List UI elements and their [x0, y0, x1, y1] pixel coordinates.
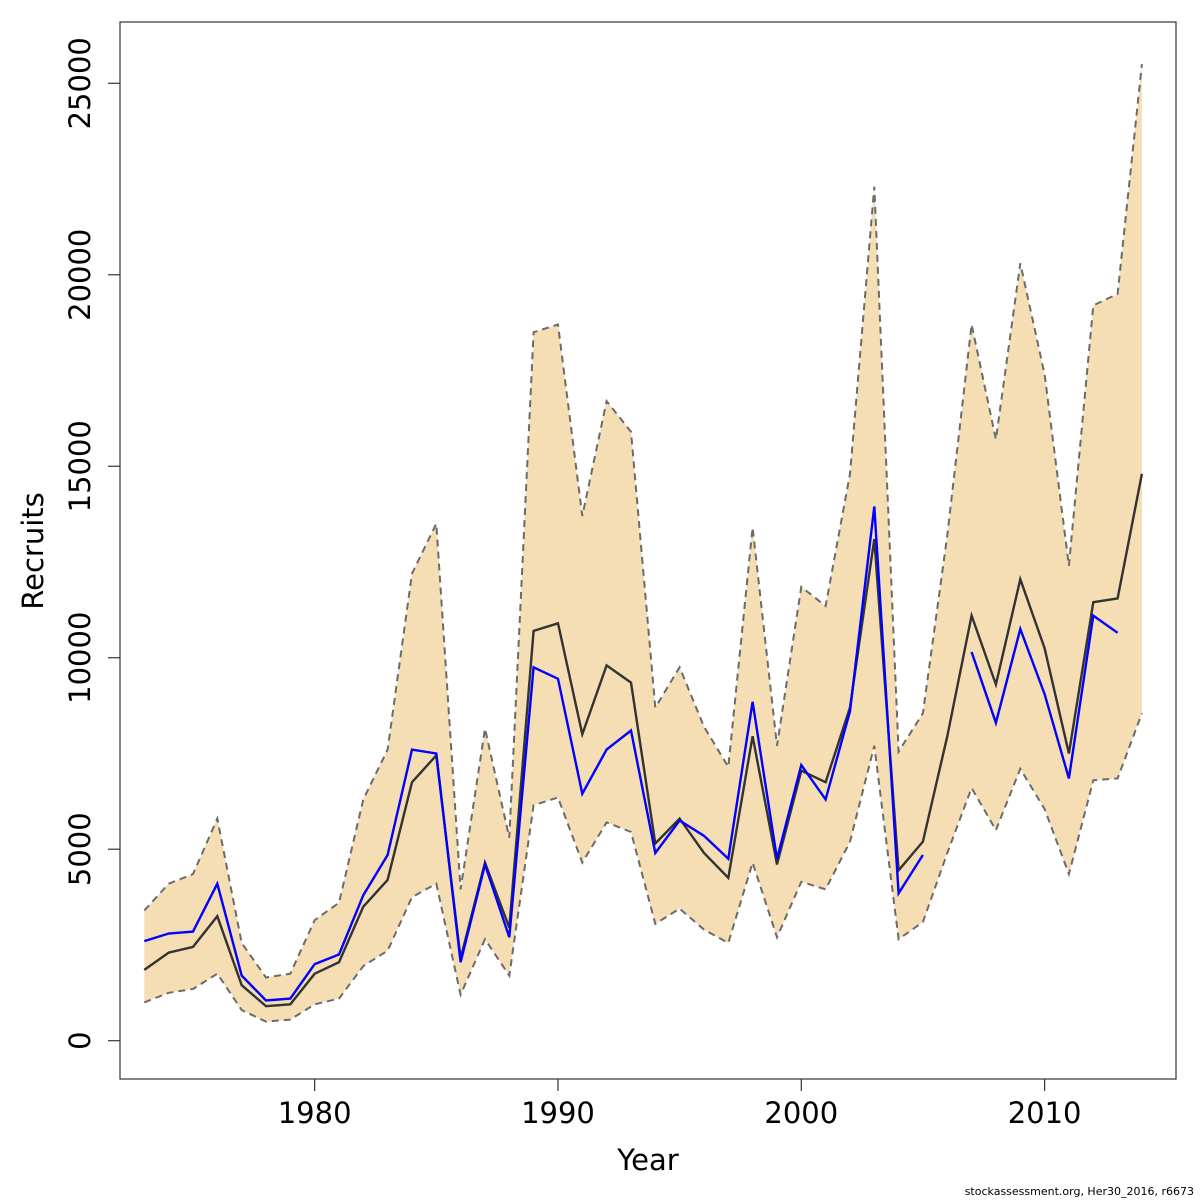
y-tick-label: 20000 — [63, 229, 97, 321]
lower-bound-line — [143, 712, 1143, 1023]
comparison-series-line — [143, 506, 1119, 1002]
estimate-series-line — [143, 473, 1144, 1008]
y-tick-label: 10000 — [63, 612, 97, 704]
y-tick-label: 25000 — [63, 37, 97, 129]
y-axis-title: Recruits — [16, 492, 50, 609]
x-axis-title: Year — [616, 1143, 678, 1177]
x-tick-label: 1990 — [521, 1096, 595, 1130]
y-tick-label: 15000 — [63, 420, 97, 512]
x-axis: 1980 1990 2000 2010 — [278, 1079, 1082, 1130]
footer-credit: stockassessment.org, Her30_2016, r6673 — [964, 1185, 1194, 1198]
x-tick-label: 2010 — [1008, 1096, 1082, 1130]
confidence-band — [143, 63, 1143, 1023]
x-tick-label: 1980 — [278, 1096, 352, 1130]
y-tick-label: 5000 — [63, 812, 97, 886]
x-tick-label: 2000 — [764, 1096, 838, 1130]
y-axis: 0 5000 10000 15000 20000 25000 — [63, 37, 120, 1050]
upper-bound-line — [143, 63, 1143, 979]
plot-frame — [119, 21, 1177, 1080]
y-tick-label: 0 — [63, 1031, 97, 1049]
